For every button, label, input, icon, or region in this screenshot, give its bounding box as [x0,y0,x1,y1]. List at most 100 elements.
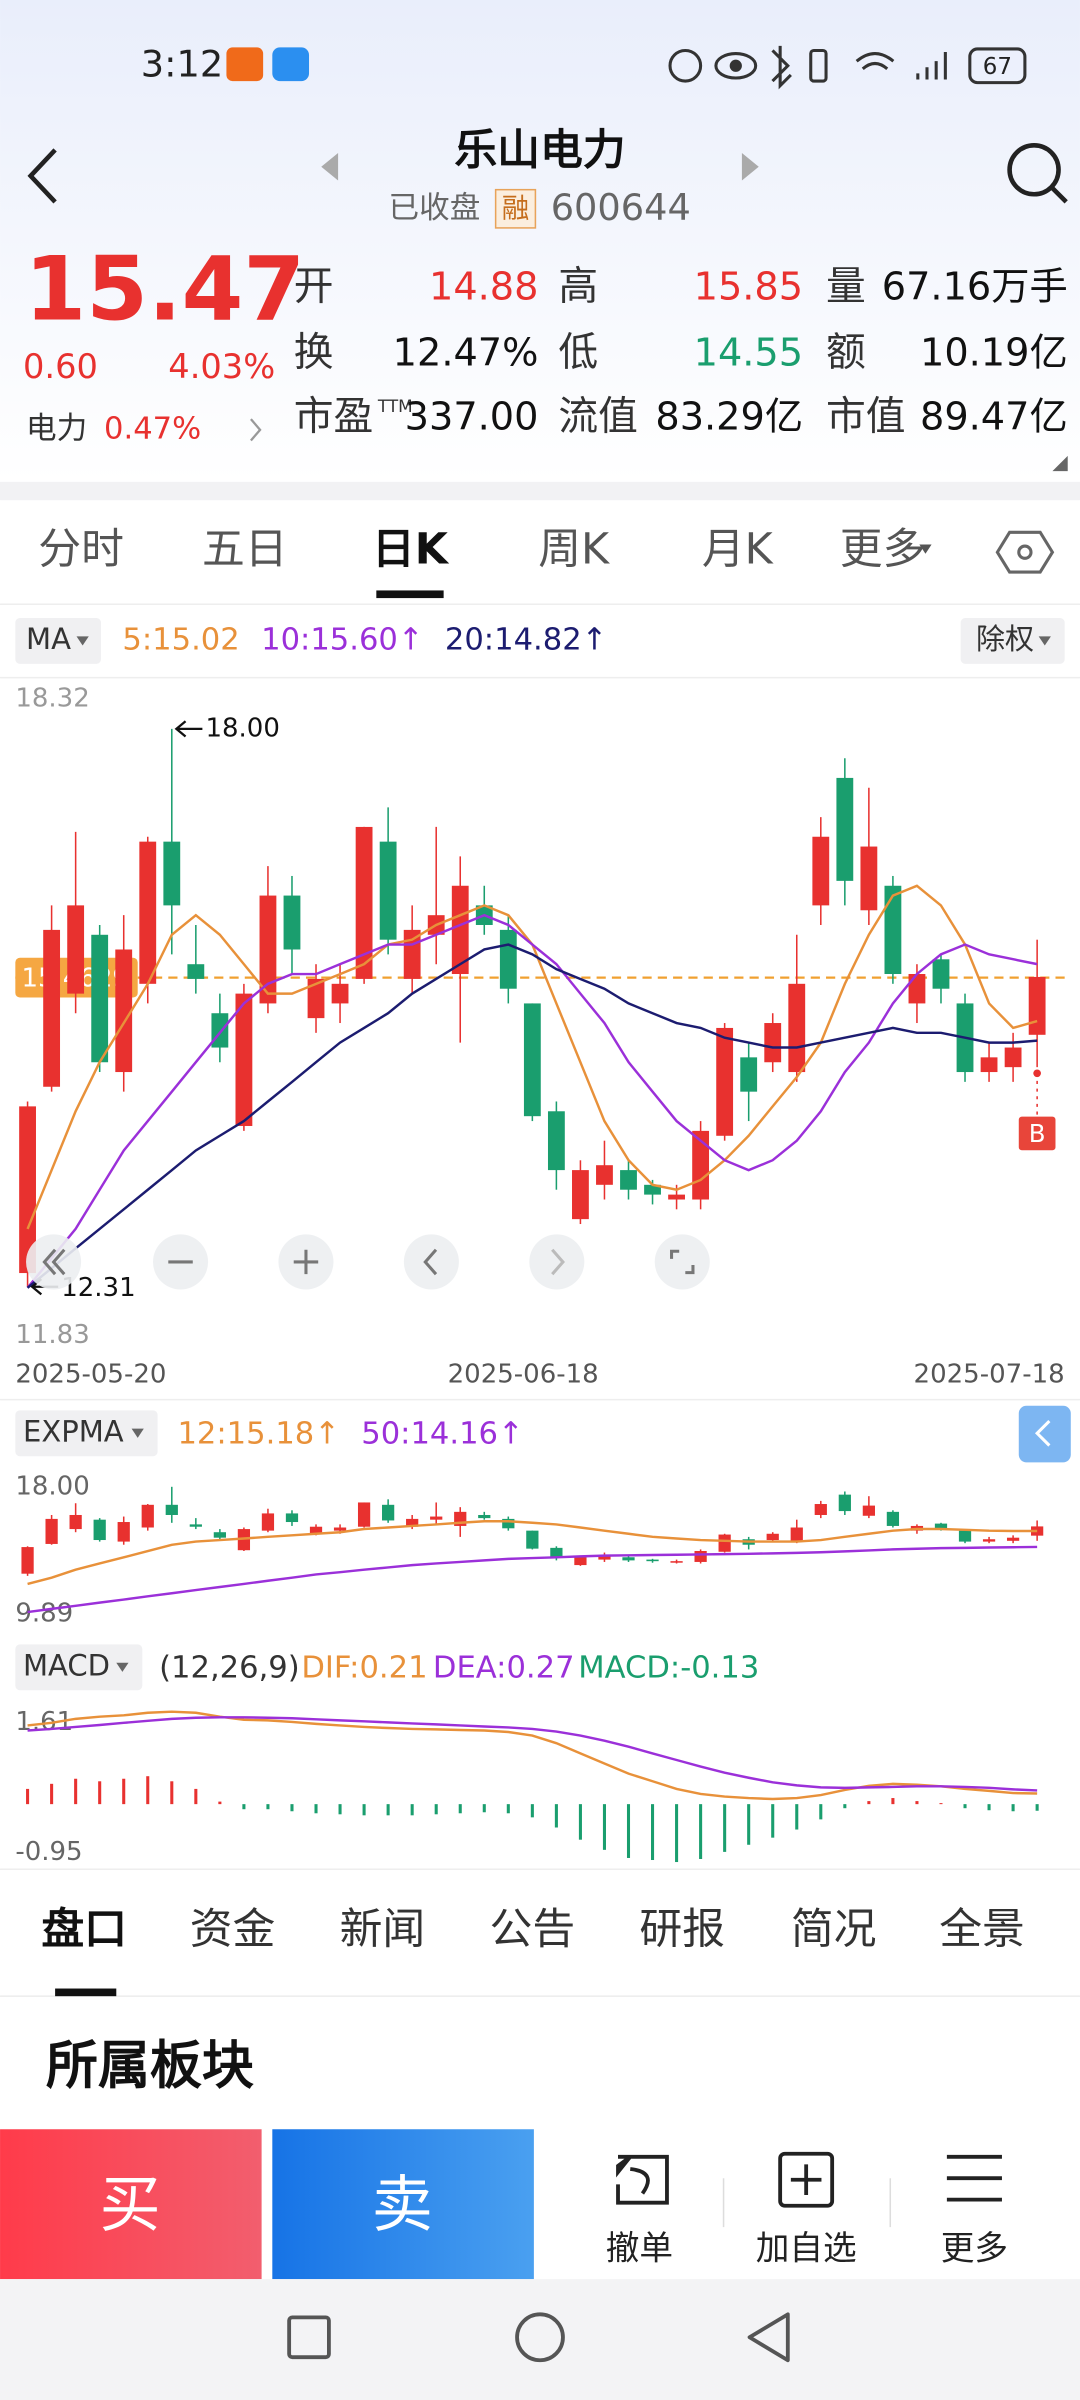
scroll-left[interactable] [403,1234,459,1290]
field-label: 额 [826,329,866,375]
info-tab[interactable]: 公告 [490,1904,576,1954]
candle-body [261,1513,275,1531]
last-price: 15.47 [25,238,306,341]
y-axis-max: 18.32 [15,684,89,714]
info-tab[interactable]: 简况 [791,1904,877,1954]
macd-bar [651,1804,655,1861]
expma-selector-box[interactable] [15,1410,158,1457]
candle-body [862,1505,875,1516]
scroll-right[interactable] [529,1234,585,1290]
period-tab[interactable]: 月K [702,525,774,575]
macd-selector-box[interactable] [15,1644,143,1691]
candle-body [502,1518,515,1529]
macd-bar [266,1804,270,1810]
candle-body [694,1550,707,1562]
settings-button[interactable] [995,530,1055,574]
sell-button[interactable] [272,2129,534,2280]
sector-arrow[interactable] [250,418,262,442]
price-change-pct: 4.03% [168,347,275,386]
macd-bar [458,1804,462,1814]
next-stock[interactable] [741,152,759,181]
dif-line [27,1710,1038,1801]
macd-bar [74,1778,78,1805]
info-tab[interactable]: 新闻 [340,1904,426,1954]
expma-selector[interactable]: EXPMA [23,1414,124,1448]
side-panel-tab[interactable] [1018,1405,1071,1463]
ma-legend: 5:15.02 10:15.60↑ 20:14.82↑ [122,622,607,657]
field-value: 10.19亿 [920,331,1068,375]
candle-body [1028,976,1046,1035]
info-tab[interactable]: 资金 [190,1904,276,1954]
field-value: 14.88 [429,266,538,310]
candle-body [814,1504,827,1515]
kline-chart[interactable]: 18.3211.8315.462918.0012.31B2025-05-2020… [15,684,1068,1390]
buy-button[interactable] [0,2129,262,2280]
search-button[interactable] [1007,143,1068,204]
macd-bar [819,1804,823,1820]
candle-body [982,1539,996,1542]
macd-bar [675,1804,679,1863]
period-tab[interactable]: 更多 [840,525,926,575]
candle-body [550,1547,563,1558]
caret [116,1662,129,1672]
candle-body [574,1557,587,1566]
adjust-selector[interactable]: 除权 [976,622,1034,656]
add-watchlist[interactable]: 加自选 [756,2229,857,2268]
sector-name[interactable]: 电力 [26,411,87,446]
info-tab[interactable]: 盘口 [41,1904,127,1954]
field-label: 市值 [826,394,906,440]
more-actions[interactable]: 更多 [941,2229,1008,2268]
ma-line [26,943,1038,1289]
period-tab[interactable]: 日K [372,525,450,575]
separator [0,481,1080,501]
candle-body [357,1502,371,1527]
candle-body [908,974,926,1004]
caret [76,636,89,646]
info-tab[interactable]: 研报 [639,1904,725,1954]
ma-selector[interactable]: MA [26,622,71,656]
candle-body [718,1534,731,1552]
macd-bar [602,1804,606,1850]
back-button[interactable] [27,148,57,204]
period-tabs: 分时 五日 日K 周K 月K 更多 [38,525,926,599]
candle-body [622,1557,635,1561]
nav-back[interactable] [747,2312,790,2363]
sell-label[interactable]: 卖 [372,2169,433,2240]
prev-stock[interactable] [321,152,339,181]
candle-body [740,1057,758,1092]
macd-bar [771,1804,775,1838]
macd-bar [843,1804,847,1809]
info-tab[interactable]: 全景 [939,1904,1025,1954]
field-label-sup: TTM [377,396,413,416]
adjust-box[interactable] [960,617,1065,664]
candle-body [790,1527,803,1542]
nav-recents[interactable] [287,2315,331,2360]
macd-chart: -0.951.61 [15,1707,1039,1867]
battery [968,47,1027,85]
ma-legend-item: 20:14.82↑ [445,622,607,657]
buy-label[interactable]: 买 [99,2169,160,2240]
candle-body [115,949,133,1073]
candle-body [860,846,878,911]
cancel-order[interactable]: 撤单 [606,2229,673,2268]
ma-selector-box[interactable] [15,617,101,664]
field-label: 市盈 [294,394,374,440]
macd-bar [1011,1804,1015,1812]
candle-body [788,983,806,1073]
nav-home[interactable] [515,2312,565,2363]
fullscreen[interactable] [654,1234,710,1290]
period-tab[interactable]: 周K [538,525,610,575]
macd-selector[interactable]: MACD [23,1648,110,1682]
signal-dot [1033,1069,1041,1078]
candle-body [117,1522,130,1542]
macd-params: (12,26,9) [159,1650,300,1685]
field-label: 流值 [558,394,638,440]
action-icons [616,2151,1002,2228]
period-tab[interactable]: 五日 [202,525,288,575]
period-tab[interactable]: 分时 [38,525,124,575]
macd-bar [146,1776,150,1805]
arrow [174,720,203,738]
candle-body [836,777,854,881]
candle-body [451,885,469,975]
